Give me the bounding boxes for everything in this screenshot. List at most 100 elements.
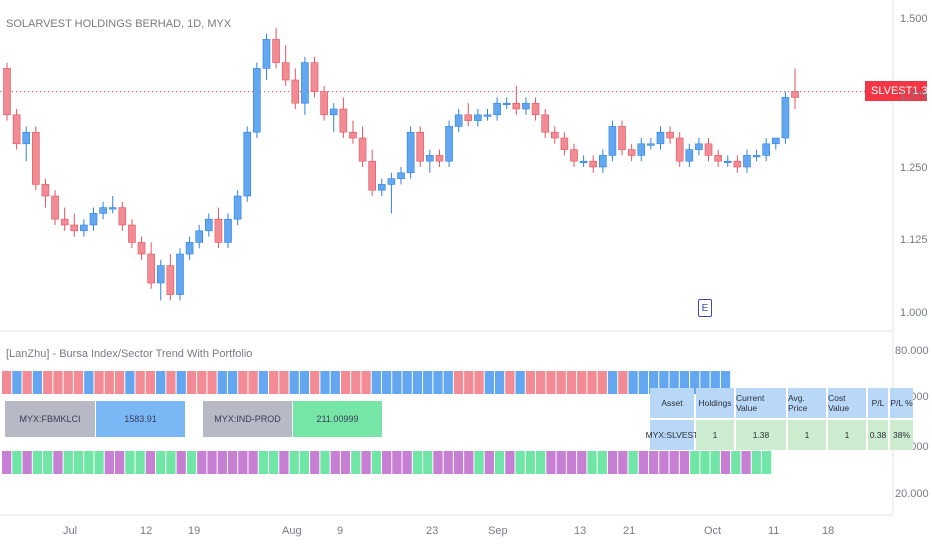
trend-bar-index — [12, 371, 22, 394]
trend-bar-index — [73, 371, 84, 394]
trend-bar-sector — [525, 451, 536, 474]
x-tick-label: 19 — [188, 525, 201, 537]
candle-body — [637, 143, 646, 156]
trend-bar-index — [207, 371, 217, 394]
candle-body — [675, 137, 684, 162]
y-tick-label: 1.250 — [900, 162, 928, 174]
candle-body — [99, 207, 107, 214]
trend-bar-index — [114, 371, 125, 394]
trend-bar-index — [2, 371, 12, 394]
trend-bar-index — [351, 371, 361, 394]
trend-bar-sector — [186, 451, 197, 474]
candle-body — [723, 160, 732, 163]
trend-bar-index — [525, 371, 536, 394]
portfolio-cell: 1.38 — [736, 420, 786, 450]
trend-bar-sector — [628, 451, 638, 474]
trend-bar-sector — [135, 451, 145, 474]
trend-bar-sector — [248, 451, 258, 474]
trend-bar-sector — [505, 451, 515, 474]
candle-body — [41, 184, 50, 197]
trend-bar-sector — [443, 451, 453, 474]
candle-body — [416, 131, 425, 162]
trend-bar-sector — [607, 451, 618, 474]
trend-bar-sector — [546, 451, 556, 474]
trend-bar-index — [669, 371, 679, 394]
candle-body — [214, 218, 223, 243]
trend-bar-sector — [761, 451, 772, 474]
portfolio-header: Avg. Price — [788, 388, 826, 418]
candle-body — [791, 91, 799, 98]
trend-bar-sector — [207, 451, 217, 474]
trend-bar-index — [720, 371, 731, 394]
trend-bar-index — [443, 371, 453, 394]
trend-bar-sector — [104, 451, 114, 474]
portfolio-cell: 1 — [696, 420, 734, 450]
trend-bar-sector — [279, 451, 289, 474]
candle-body — [156, 265, 165, 284]
trend-bar-index — [145, 371, 156, 394]
sector-symbol-box: MYX:IND-PROD — [203, 401, 292, 437]
trend-bar-index — [197, 371, 207, 394]
trend-bar-sector — [32, 451, 43, 474]
candle-body — [387, 178, 396, 185]
price-label-value: 1.380 — [912, 85, 932, 97]
trend-bar-sector — [566, 451, 577, 474]
indicator-y-tick: 20.000 — [895, 488, 929, 500]
portfolio-header: Holdings — [696, 388, 734, 418]
x-tick-label: 21 — [623, 525, 636, 537]
x-tick-label: 11 — [768, 525, 780, 537]
trend-bar-index — [279, 371, 289, 394]
trend-bar-sector — [73, 451, 84, 474]
candle-body — [281, 62, 290, 81]
trend-bar-index — [433, 371, 443, 394]
price-pane — [0, 0, 893, 330]
trend-bar-sector — [638, 451, 649, 474]
portfolio-cell: 0.38 — [868, 420, 888, 450]
trend-bar-index — [320, 371, 330, 394]
candle-body — [60, 218, 69, 226]
trend-bar-index — [361, 371, 371, 394]
trend-bar-sector — [227, 451, 238, 474]
x-tick-label: 12 — [140, 525, 153, 537]
trend-bar-index — [607, 371, 618, 394]
candle-body — [253, 68, 261, 133]
x-tick-label: 23 — [426, 525, 439, 537]
trend-bar-sector — [412, 451, 423, 474]
portfolio-cell: 38% — [890, 420, 913, 450]
candle-body — [22, 131, 31, 145]
x-tick-label: 9 — [337, 525, 344, 537]
y-tick-label: 1.000 — [900, 307, 928, 319]
trend-bar-sector — [731, 451, 741, 474]
trend-bar-sector — [679, 451, 690, 474]
trend-bar-index — [412, 371, 423, 394]
portfolio-header: P/L — [868, 388, 888, 418]
trend-bar-sector — [536, 451, 546, 474]
candle-body — [714, 155, 722, 162]
trend-bar-sector — [453, 451, 464, 474]
candle-body — [589, 160, 598, 168]
candle-body — [339, 108, 348, 133]
candle-body — [233, 195, 242, 220]
trend-bar-index — [453, 371, 464, 394]
trend-bar-sector — [700, 451, 710, 474]
earnings-event-marker[interactable]: E — [698, 299, 712, 317]
candle-body — [771, 137, 780, 145]
trend-bar-index — [53, 371, 63, 394]
x-tick-label: 18 — [822, 525, 835, 537]
candle-body — [80, 224, 88, 232]
trend-bar-index — [577, 371, 587, 394]
candle-body — [781, 97, 790, 139]
trend-bar-sector — [320, 451, 330, 474]
trend-bar-index — [371, 371, 381, 394]
trend-bar-sector — [310, 451, 320, 474]
candle-body — [329, 108, 338, 116]
trend-bar-index — [597, 371, 607, 394]
candle-body — [445, 126, 453, 162]
trend-bar-index — [269, 371, 279, 394]
candle-body — [695, 143, 703, 150]
candle-body — [502, 102, 511, 105]
candle-body — [137, 242, 146, 255]
trend-bar-index — [484, 371, 494, 394]
trend-bar-index — [618, 371, 628, 394]
